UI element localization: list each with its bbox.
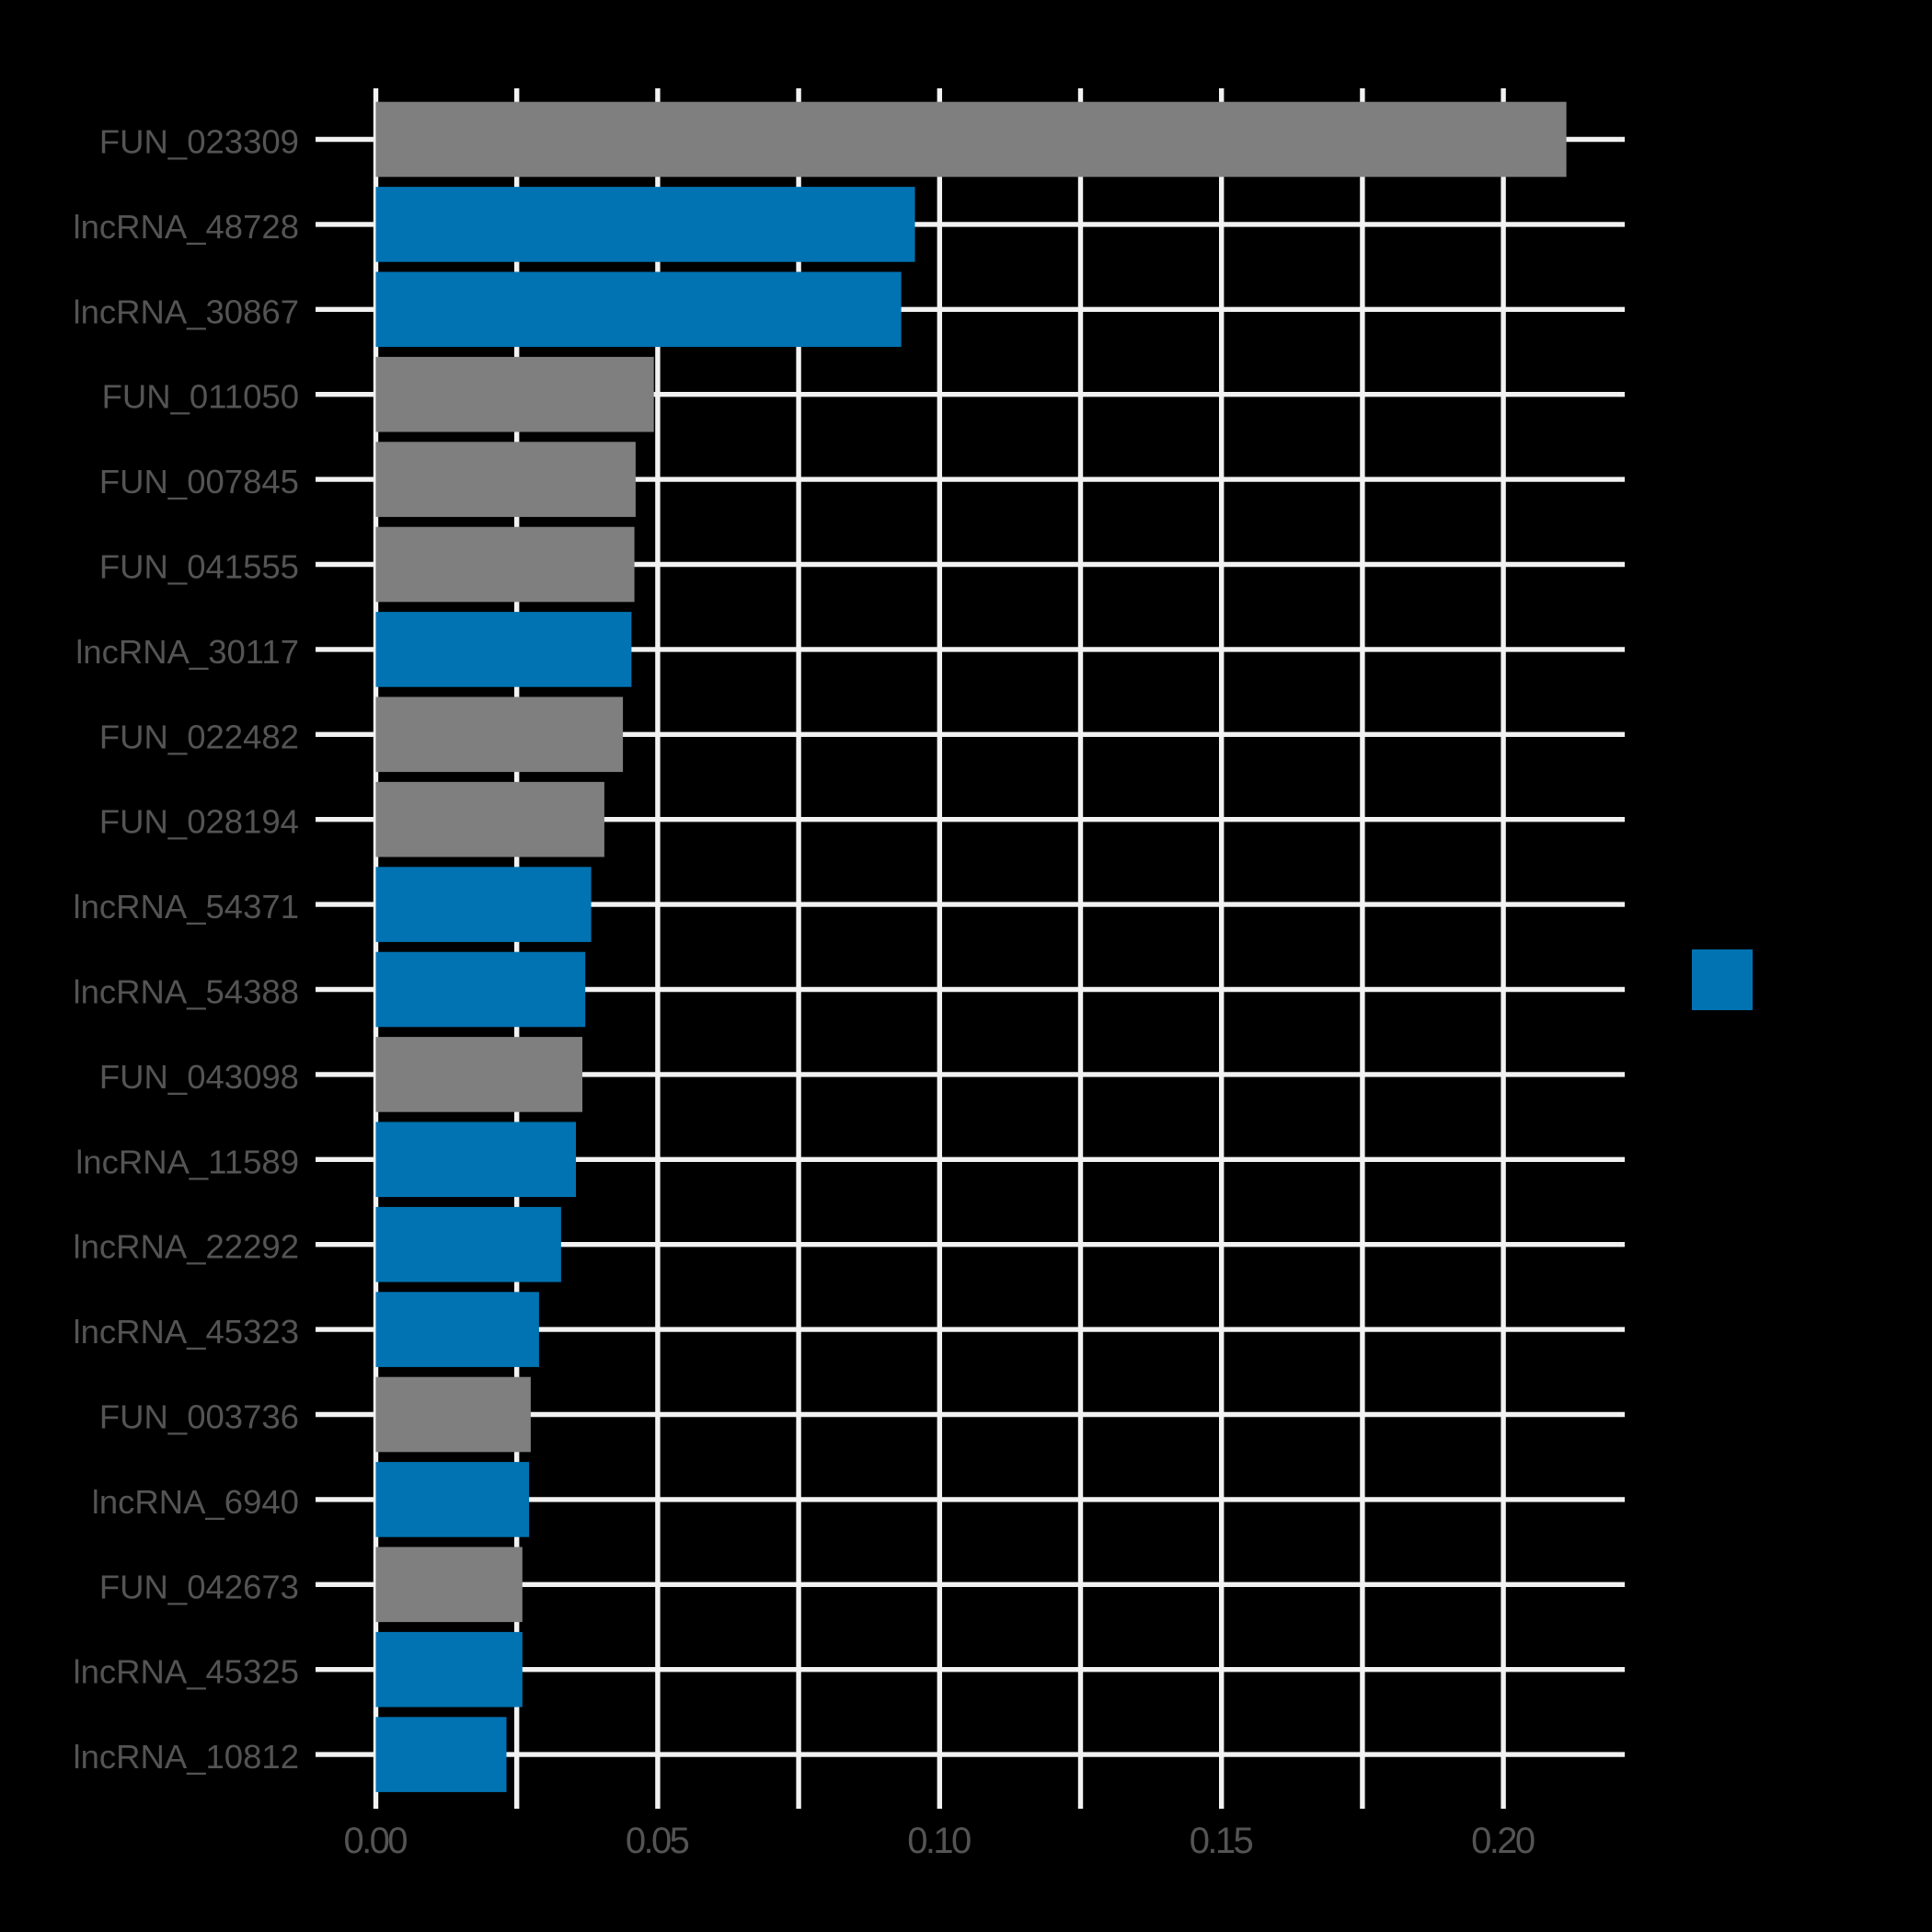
svg-text:FUN_007845: FUN_007845 bbox=[99, 463, 299, 500]
svg-text:lncRNA_10812: lncRNA_10812 bbox=[73, 1738, 299, 1776]
svg-text:lncRNA_11589: lncRNA_11589 bbox=[75, 1143, 299, 1180]
svg-text:FUN_022482: FUN_022482 bbox=[99, 718, 299, 755]
svg-text:0.15: 0.15 bbox=[1190, 1821, 1254, 1861]
svg-text:lncRNA_30117: lncRNA_30117 bbox=[75, 633, 299, 671]
svg-text:lncRNA_6940: lncRNA_6940 bbox=[92, 1483, 299, 1521]
svg-text:lncRNA_54371: lncRNA_54371 bbox=[73, 888, 299, 926]
svg-text:FUN_011050: FUN_011050 bbox=[102, 378, 299, 416]
svg-text:FUN_041555: FUN_041555 bbox=[99, 548, 299, 586]
svg-text:0.00: 0.00 bbox=[344, 1821, 408, 1861]
svg-text:lncRNA_48728: lncRNA_48728 bbox=[73, 208, 299, 246]
svg-text:lncRNA_45325: lncRNA_45325 bbox=[73, 1653, 299, 1691]
svg-text:lncRNA_54388: lncRNA_54388 bbox=[73, 973, 299, 1011]
svg-text:0.05: 0.05 bbox=[626, 1821, 690, 1861]
svg-text:FUN_028194: FUN_028194 bbox=[99, 803, 299, 841]
svg-text:FUN_023309: FUN_023309 bbox=[99, 123, 299, 161]
svg-text:0.10: 0.10 bbox=[907, 1821, 972, 1861]
svg-text:lncRNA_30867: lncRNA_30867 bbox=[73, 293, 299, 330]
svg-text:lncRNA_45323: lncRNA_45323 bbox=[73, 1313, 299, 1351]
svg-text:FUN_042673: FUN_042673 bbox=[99, 1568, 299, 1605]
svg-text:FUN_043098: FUN_043098 bbox=[99, 1058, 299, 1096]
svg-text:0.20: 0.20 bbox=[1471, 1821, 1535, 1861]
svg-text:FUN_003736: FUN_003736 bbox=[99, 1398, 299, 1436]
svg-text:lncRNA_22292: lncRNA_22292 bbox=[73, 1228, 299, 1266]
